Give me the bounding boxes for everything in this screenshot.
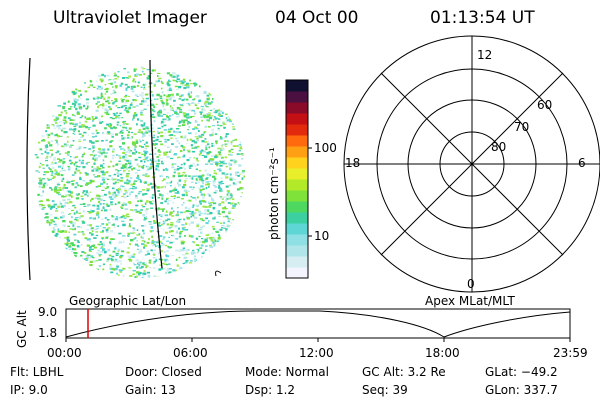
lat-label-70: 70 bbox=[514, 120, 530, 134]
mlt-label-0: 0 bbox=[467, 277, 475, 291]
colorbar-segment bbox=[286, 256, 308, 268]
info-gain: Gain: 13 bbox=[125, 383, 176, 397]
time-tick-0000: 00:00 bbox=[47, 346, 82, 360]
colorbar-segment bbox=[286, 201, 308, 213]
colorbar-tick-100: 100 bbox=[314, 141, 337, 155]
mlt-label-12: 12 bbox=[477, 48, 493, 62]
colorbar-segment bbox=[286, 102, 308, 114]
observation-time: 01:13:54 UT bbox=[430, 8, 535, 28]
colorbar-segment bbox=[286, 223, 308, 235]
colorbar-segment bbox=[286, 234, 308, 246]
polar-plot bbox=[343, 35, 600, 293]
info-seq: Seq: 39 bbox=[362, 383, 408, 397]
geo-line-left bbox=[26, 57, 31, 281]
timeline-y-tick-high: 9.0 bbox=[38, 305, 58, 319]
mlt-label-6: 6 bbox=[578, 156, 586, 170]
colorbar-segment bbox=[286, 157, 308, 169]
info-flt: Flt: LBHL bbox=[10, 365, 64, 379]
time-tick-0600: 06:00 bbox=[173, 346, 208, 360]
earth-image bbox=[33, 66, 245, 278]
mlt-label-18: 18 bbox=[345, 156, 361, 170]
geo-line-center bbox=[149, 59, 163, 269]
time-tick-2359: 23:59 bbox=[553, 346, 588, 360]
info-ip: IP: 9.0 bbox=[10, 383, 48, 397]
colorbar-segment bbox=[286, 179, 308, 191]
info-glon: GLon: 337.7 bbox=[485, 383, 558, 397]
info-gc-alt: GC Alt: 3.2 Re bbox=[362, 365, 446, 379]
info-door: Door: Closed bbox=[125, 365, 202, 379]
color-bar bbox=[286, 80, 308, 279]
colorbar-segment bbox=[286, 146, 308, 158]
colorbar-segment bbox=[286, 168, 308, 180]
altitude-curve bbox=[65, 310, 571, 338]
colorbar-unit-label: photon cm⁻²s⁻¹ bbox=[267, 147, 281, 240]
timeline-y-tick-low: 1.8 bbox=[38, 326, 58, 340]
time-tick-1800: 18:00 bbox=[425, 346, 460, 360]
lat-label-60: 60 bbox=[537, 98, 553, 112]
lat-label-80: 80 bbox=[491, 140, 507, 154]
time-tick-1200: 12:00 bbox=[299, 346, 334, 360]
colorbar-segment bbox=[286, 212, 308, 224]
colorbar-segment bbox=[286, 91, 308, 103]
info-dsp: Dsp: 1.2 bbox=[245, 383, 296, 397]
colorbar-tick-10: 10 bbox=[314, 229, 330, 243]
instrument-title: Ultraviolet Imager bbox=[53, 8, 207, 28]
colorbar-segment bbox=[286, 80, 308, 92]
colorbar-segment bbox=[286, 113, 308, 125]
apex-caption: Apex MLat/MLT bbox=[425, 294, 515, 308]
colorbar-segment bbox=[286, 135, 308, 147]
colorbar-segment bbox=[286, 267, 308, 279]
geo-caption: Geographic Lat/Lon bbox=[69, 294, 187, 308]
geo-line-small bbox=[215, 270, 222, 277]
colorbar-segment bbox=[286, 124, 308, 136]
colorbar-segment bbox=[286, 190, 308, 202]
timeline-y-label: GC Alt bbox=[15, 310, 29, 348]
timeline-plot bbox=[65, 308, 571, 342]
info-glat: GLat: −49.2 bbox=[485, 365, 558, 379]
observation-date: 04 Oct 00 bbox=[275, 8, 359, 28]
colorbar-segment bbox=[286, 245, 308, 257]
info-mode: Mode: Normal bbox=[245, 365, 329, 379]
